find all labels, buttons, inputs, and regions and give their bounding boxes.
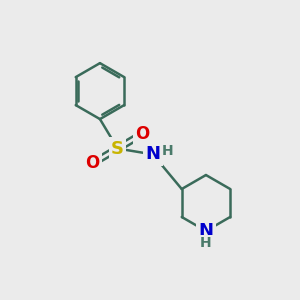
Text: N: N xyxy=(146,146,160,164)
Text: N: N xyxy=(198,222,213,240)
Text: H: H xyxy=(200,236,212,250)
Text: S: S xyxy=(111,140,124,158)
Text: O: O xyxy=(85,154,100,172)
Text: H: H xyxy=(162,145,173,158)
Text: O: O xyxy=(136,125,150,143)
